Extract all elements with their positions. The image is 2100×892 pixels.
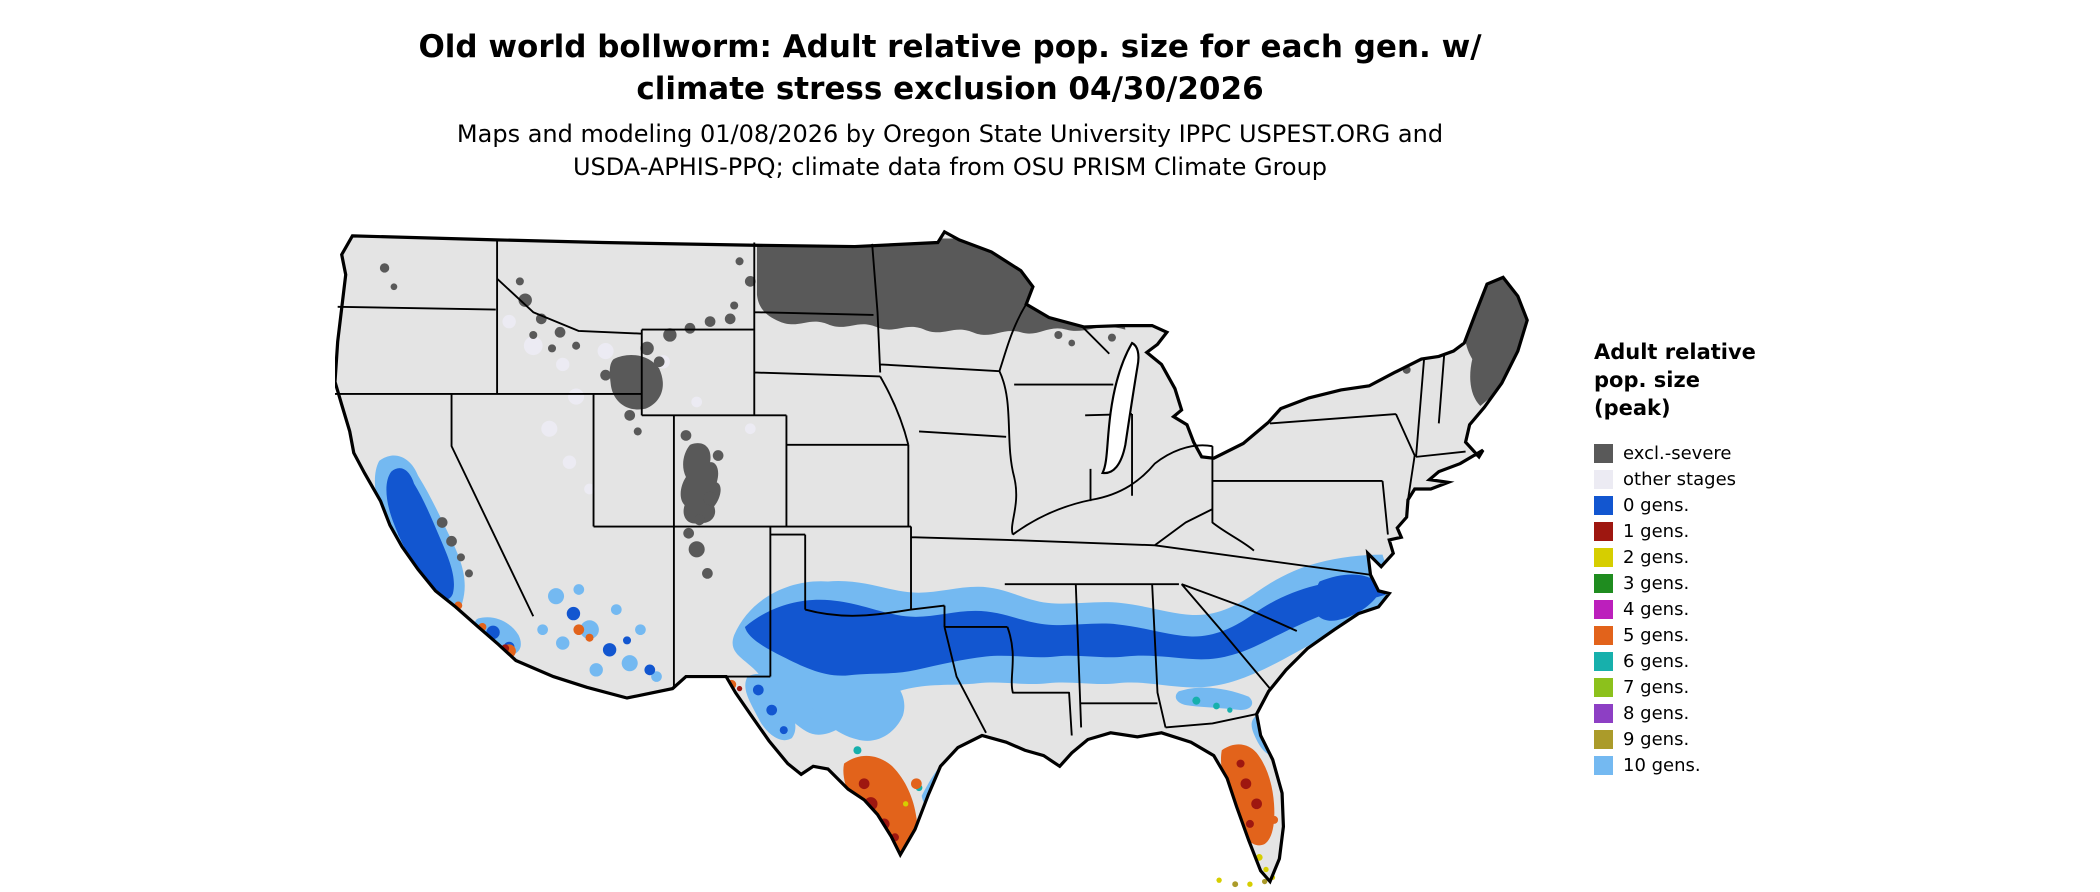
legend-item: 2 gens. [1594, 544, 1854, 570]
legend-label: 1 gens. [1623, 520, 1690, 542]
legend-swatch [1594, 677, 1613, 697]
page-title-line2: climate stress exclusion 04/30/2026 [636, 71, 1264, 107]
legend-title-line2: pop. size [1594, 368, 1700, 392]
legend-swatch [1594, 469, 1613, 489]
legend-item: 5 gens. [1594, 622, 1854, 648]
legend-label: other stages [1623, 468, 1737, 490]
legend-swatch [1594, 703, 1613, 723]
legend-swatch [1594, 729, 1613, 749]
legend-label: 6 gens. [1623, 650, 1690, 672]
legend-item: 4 gens. [1594, 596, 1854, 622]
legend-label: 2 gens. [1623, 546, 1690, 568]
legend-label: 3 gens. [1623, 572, 1690, 594]
page-title: Old world bollworm: Adult relative pop. … [300, 26, 1600, 110]
legend-label: 5 gens. [1623, 624, 1690, 646]
legend-items: excl.-severe other stages 0 gens. 1 gens. 2 … [1594, 440, 1854, 778]
page-title-line1: Old world bollworm: Adult relative pop. … [418, 29, 1482, 65]
legend-item: 10 gens. [1594, 752, 1854, 778]
legend-item: 6 gens. [1594, 648, 1854, 674]
legend-label: 9 gens. [1623, 728, 1690, 750]
florida-keys-olive [1232, 878, 1268, 888]
legend-title-line3: (peak) [1594, 396, 1671, 420]
legend-swatch [1594, 599, 1613, 619]
legend-item: 8 gens. [1594, 700, 1854, 726]
page-subtitle-line2: USDA-APHIS-PPQ; climate data from OSU PR… [572, 153, 1328, 181]
gen0-regions [386, 468, 1386, 735]
legend-label: 0 gens. [1623, 494, 1690, 516]
legend-label: 8 gens. [1623, 702, 1690, 724]
legend-item: 1 gens. [1594, 518, 1854, 544]
page-subtitle: Maps and modeling 01/08/2026 by Oregon S… [300, 118, 1600, 184]
legend-swatch [1594, 625, 1613, 645]
legend-swatch [1594, 443, 1613, 463]
legend-swatch [1594, 651, 1613, 671]
legend-item: 3 gens. [1594, 570, 1854, 596]
legend-title: Adult relative pop. size (peak) [1594, 338, 1854, 422]
legend-item: excl.-severe [1594, 440, 1854, 466]
legend-swatch [1594, 521, 1613, 541]
legend-swatch [1594, 755, 1613, 775]
us-map [335, 221, 1554, 891]
gen2-regions [902, 801, 1269, 873]
legend-swatch [1594, 573, 1613, 593]
legend-title-line1: Adult relative [1594, 340, 1756, 364]
legend-item: 0 gens. [1594, 492, 1854, 518]
legend-label: 10 gens. [1623, 754, 1701, 776]
gen6-regions [853, 696, 1233, 792]
legend-item: 7 gens. [1594, 674, 1854, 700]
legend-label: 4 gens. [1623, 598, 1690, 620]
legend-label: 7 gens. [1623, 676, 1690, 698]
legend-item: 9 gens. [1594, 726, 1854, 752]
legend-label: excl.-severe [1623, 442, 1732, 464]
legend-swatch [1594, 547, 1613, 567]
legend-swatch [1594, 495, 1613, 515]
state-borders [335, 239, 1466, 736]
gen9-regions [1249, 860, 1256, 866]
lake-michigan [1100, 341, 1140, 475]
legend-item: other stages [1594, 466, 1854, 492]
page-subtitle-line1: Maps and modeling 01/08/2026 by Oregon S… [456, 120, 1444, 148]
legend: Adult relative pop. size (peak) excl.-se… [1594, 338, 1854, 778]
